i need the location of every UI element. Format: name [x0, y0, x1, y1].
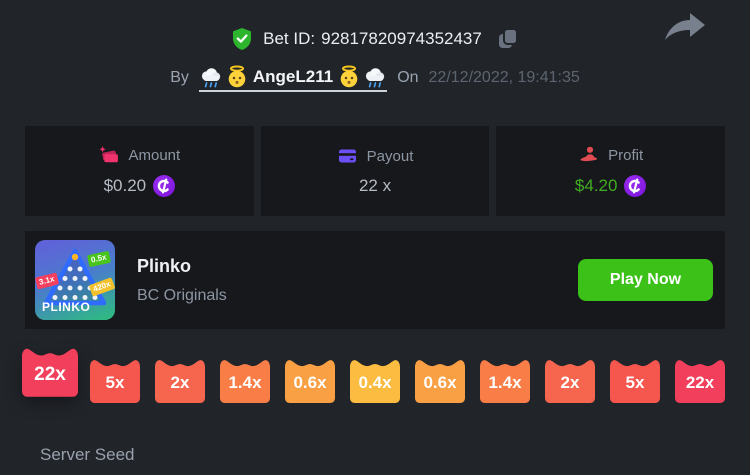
by-label: By — [170, 69, 189, 86]
multiplier-badge: 5x — [610, 356, 660, 403]
multiplier-badge: 0.4x — [350, 356, 400, 403]
bet-id-label: Bet ID: — [263, 29, 316, 48]
multiplier-row: 22x 5x 2x 1.4x 0.6x 0.4x 0.6x 1.4x 2x 5x 22x — [22, 348, 725, 412]
verified-shield-icon — [233, 28, 252, 50]
bet-meta-row: By AngeL211 On 2 — [0, 61, 750, 95]
multiplier-badge-hit: 22x — [22, 344, 78, 397]
amount-label: Amount — [128, 146, 181, 164]
copy-icon[interactable] — [496, 27, 519, 51]
multiplier-badge: 2x — [155, 356, 205, 403]
bet-id-row: Bet ID: 92817820974352437 — [0, 26, 750, 52]
game-provider: BC Originals — [137, 286, 227, 304]
rain-cloud-icon — [366, 67, 385, 87]
payout-value: 22 x — [358, 176, 392, 195]
bet-id-text: Bet ID: 92817820974352437 — [263, 29, 482, 49]
amount-value: $0.20 — [103, 176, 147, 195]
profit-card: Profit $4.20 — [496, 126, 726, 216]
profit-label: Profit — [608, 146, 644, 164]
amount-card: Amount $0.20 — [25, 126, 254, 216]
amount-icon — [99, 146, 119, 163]
payout-card: Payout 22 x — [260, 126, 490, 216]
game-card: 3.1x 0.5x 420x PLINKO Plinko BC Original… — [25, 231, 725, 329]
coin-icon — [153, 175, 176, 197]
username-link[interactable]: AngeL211 — [198, 65, 388, 92]
multiplier-badge: 1.4x — [220, 356, 270, 403]
multiplier-badge: 0.6x — [285, 356, 335, 403]
multiplier-badge: 5x — [90, 356, 140, 403]
share-icon[interactable] — [664, 12, 706, 42]
tile-title: PLINKO — [42, 300, 91, 314]
multiplier-badge: 0.6x — [415, 356, 465, 403]
on-label: On — [397, 69, 419, 86]
rain-cloud-icon — [201, 67, 221, 87]
angel-icon — [228, 65, 246, 87]
payout-label: Payout — [366, 147, 414, 165]
game-title: Plinko — [137, 255, 192, 276]
multiplier-badge: 22x — [675, 356, 725, 403]
game-info: Plinko BC Originals — [137, 256, 227, 305]
plinko-game-thumbnail[interactable]: 3.1x 0.5x 420x PLINKO — [35, 240, 115, 320]
angel-icon — [340, 65, 358, 87]
payout-icon — [338, 149, 356, 163]
multiplier-badge: 1.4x — [480, 356, 530, 403]
bet-stats: Amount $0.20 Payout 22 x — [25, 126, 726, 216]
profit-value: $4.20 — [574, 176, 618, 195]
username: AngeL211 — [252, 66, 334, 86]
server-seed-label: Server Seed — [40, 445, 135, 464]
multiplier-badge: 2x — [545, 356, 595, 403]
play-now-button[interactable]: Play Now — [578, 259, 713, 301]
bet-timestamp: 22/12/2022, 19:41:35 — [428, 69, 580, 86]
profit-icon — [580, 146, 598, 162]
bet-id-value: 92817820974352437 — [321, 29, 482, 48]
coin-icon — [624, 175, 647, 197]
